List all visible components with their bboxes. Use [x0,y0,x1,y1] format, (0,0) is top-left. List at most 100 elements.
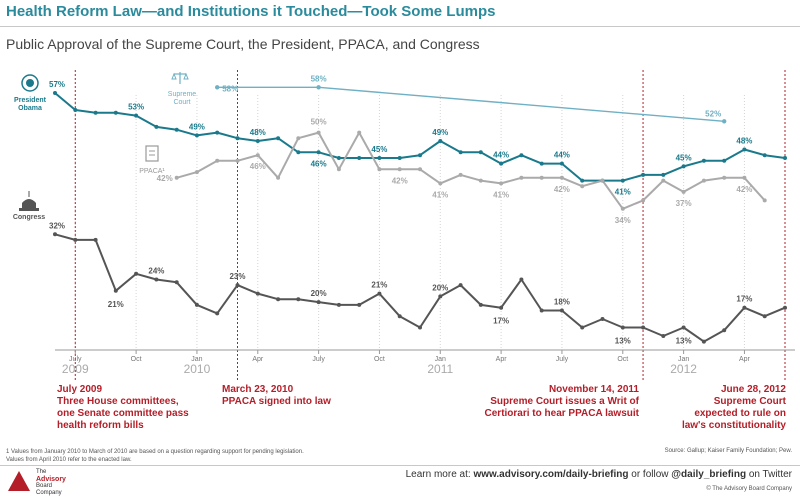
congress-point [762,314,767,319]
congress-data-label: 24% [148,267,164,276]
court-line [217,86,725,122]
annotation-july-2009: July 2009 Three House committees, one Se… [57,384,189,432]
x-tick-label: Oct [374,356,385,363]
series-points [53,85,787,344]
obama-point [620,178,625,183]
header-divider [0,26,800,27]
x-tick-label: Apr [496,356,508,363]
logo-line: Board [36,483,53,489]
congress-point [53,232,57,237]
congress-point [641,325,646,330]
copyright: © The Advisory Board Company [706,486,792,492]
obama-point [438,139,443,143]
congress-point [580,325,585,330]
obama-data-label: 48% [250,128,266,137]
annotation-november-2011: November 14, 2011 Supreme Court issues a… [485,384,639,420]
ppaca-data-label: 42% [736,185,752,194]
obama-point [93,110,98,115]
logo-line: Advisory [36,476,66,483]
year-label: 2011 [427,362,453,376]
obama-point [377,156,382,160]
ppaca-data-label: 37% [676,199,692,208]
learn-prefix: Learn more at: [405,469,474,480]
congress-point [458,283,463,288]
congress-point [194,302,199,307]
year-label: 2012 [670,362,697,376]
annotation-title: March 23, 2010 [222,384,294,395]
obama-point [478,150,483,155]
ppaca-data-label: 42% [157,174,173,183]
obama-data-label: 45% [676,153,692,162]
congress-point [336,302,341,307]
congress-point [701,339,706,344]
annotation-body: Supreme Court expected to rule on law's … [681,396,786,431]
ppaca-point [276,175,281,180]
ppaca-point [559,175,564,180]
ppaca-point [377,167,382,172]
obama-point [336,156,341,160]
ppaca-point [600,178,605,183]
line-chart: 58% 58% 52% 57% 53% 49% 48% 46% 45% 49% 44% 44% 41% 4… [13,70,795,380]
x-tick-label: July [69,356,82,363]
obama-data-label: 53% [128,103,144,112]
congress-point [154,277,159,282]
obama-data-label: 49% [189,122,205,131]
obama-point [357,156,362,160]
congress-point [418,325,422,330]
court-data-label: 58% [311,74,327,83]
congress-data-label: 32% [49,221,65,230]
ppaca-point [661,178,666,183]
annotation-title: July 2009 [57,384,103,395]
congress-point [377,291,382,296]
court-point [215,85,220,90]
obama-point [53,91,57,95]
learn-url-link[interactable]: www.advisory.com/daily-briefing [473,469,629,480]
x-tick-label: Jan [435,356,446,363]
congress-point [681,325,686,330]
congress-point [661,334,666,338]
congress-point [783,305,787,310]
congress-point [276,297,281,302]
congress-point [478,302,483,307]
ppaca-point [316,130,321,135]
footnote: 1 Values from January 2010 to March of 2… [6,449,304,463]
congress-point [174,280,179,285]
obama-data-label: 48% [736,137,752,146]
annotation-body: Three House committees, one Senate commi… [57,396,189,431]
congress-point [235,283,240,288]
twitter-handle-link[interactable]: @daily_briefing [671,469,747,480]
annotation-body: Supreme Court issues a Writ of Certiorar… [484,396,639,419]
presidential-seal-icon [21,74,39,92]
court-series-label: Court [173,99,190,106]
obama-point [73,108,78,112]
ppaca-point [438,181,443,186]
annotation-title: June 28, 2012 [720,384,786,395]
capitol-dome-icon [22,199,36,208]
learn-more: Learn more at: www.advisory.com/daily-br… [406,469,792,480]
scales-pan-icon [183,72,189,80]
congress-data-label: 21% [108,300,124,309]
ppaca-point [742,175,747,180]
congress-point [113,288,118,293]
obama-point [397,156,402,160]
congress-point [519,277,524,282]
logo-line: Company [36,490,62,496]
ppaca-data-label: 46% [250,162,266,171]
obama-point [154,124,159,129]
congress-point [539,308,544,313]
obama-point [701,158,706,163]
congress-point [600,317,605,321]
ppaca-point [681,189,686,194]
court-series-label: Supreme [168,91,197,98]
logo-triangle-icon [8,471,30,491]
court-point [316,85,321,90]
seal-center-icon [26,79,34,87]
congress-point [357,302,362,307]
obama-point [783,156,787,160]
annotation-june-2012: June 28, 2012 Supreme Court expected to … [682,384,786,432]
congress-point [559,308,564,313]
ppaca-point [194,170,199,175]
ppaca-point [519,175,524,180]
congress-point [397,314,402,319]
ppaca-point [235,158,240,163]
